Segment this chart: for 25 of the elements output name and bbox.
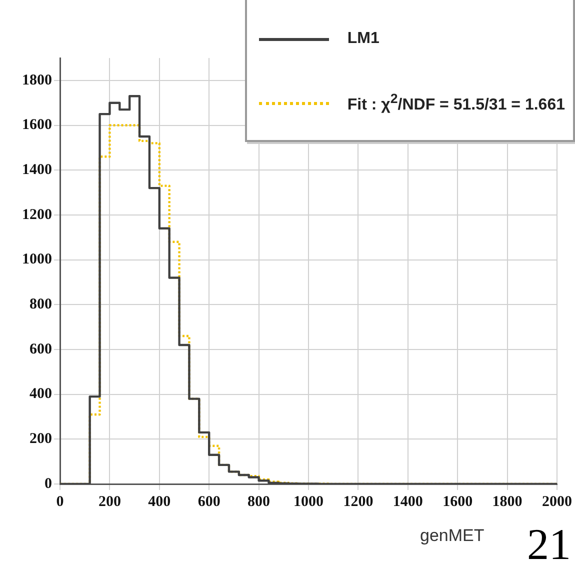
x-tick-label: 2000 [542,494,572,510]
x-tick-label: 400 [148,494,171,510]
x-tick-label: 800 [248,494,270,510]
y-tick-label: 200 [30,431,52,448]
x-tick-label: 1000 [294,494,324,510]
x-tick-label: 600 [198,494,220,510]
y-tick-label: 1400 [22,162,52,178]
x-tick-label: 1800 [492,494,522,510]
x-tick-label: 1200 [343,494,374,510]
text: 21 [527,519,571,564]
x-axis-title: genMET [420,526,484,546]
y-tick-label: 400 [30,386,52,402]
x-tick-label: 0 [56,494,64,510]
legend-label: LM1 [347,30,380,48]
x-tick-label: 1600 [442,494,473,510]
y-tick-label: 800 [30,296,52,313]
y-tick-label: 600 [30,341,52,358]
x-tick-label: 200 [98,494,121,510]
y-tick-label: 1800 [22,72,52,88]
y-tick-label: 1000 [22,252,52,268]
y-tick-label: 1600 [22,117,52,134]
y-tick-label: 1200 [22,206,52,223]
legend-label: Fit : χ$^{2}$/NDF = 51.5/31 = 1.661 [347,91,565,115]
y-tick-label: 0 [44,476,52,492]
x-tick-label: 1400 [392,494,423,510]
